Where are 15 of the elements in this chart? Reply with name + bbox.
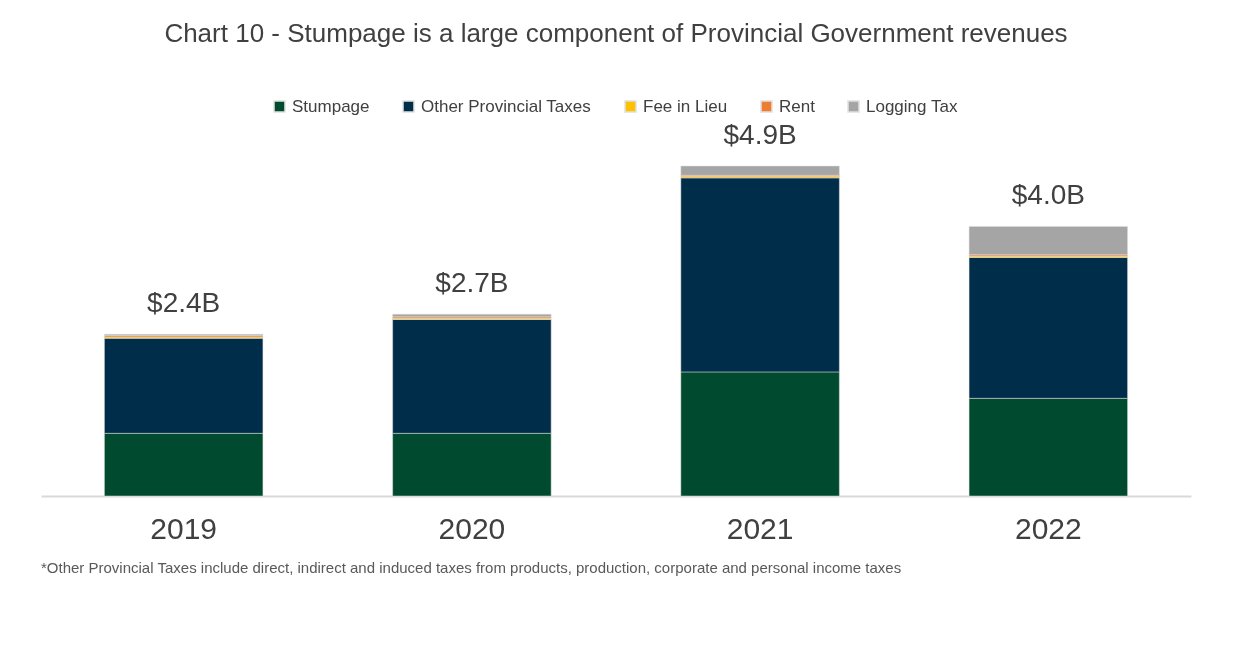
legend-label: Fee in Lieu: [643, 96, 728, 116]
x-tick-label: 2019: [150, 511, 218, 545]
annotation: $4.9B: [723, 119, 797, 150]
legend-label: Logging Tax: [866, 96, 958, 116]
annotation: $2.7B: [435, 267, 509, 299]
annotation: $2.4B: [147, 287, 221, 319]
legend-label: Stumpage: [292, 96, 370, 116]
x-tick-label: 2020: [438, 511, 506, 545]
legend-label: Other Provincial Taxes: [421, 96, 591, 116]
legend-label: Rent: [779, 96, 816, 116]
text: *Other Provincial Taxes include direct, indirect and induced taxes from products, production, corporate and personal income taxes: [41, 559, 902, 576]
x-tick-label: 2021: [726, 511, 794, 545]
annotation: $4.0B: [1011, 179, 1085, 211]
x-tick-label: 2022: [1014, 511, 1082, 545]
chart-title: Chart 10 - Stumpage is a large component of Provincial Government revenues: [164, 18, 1068, 48]
